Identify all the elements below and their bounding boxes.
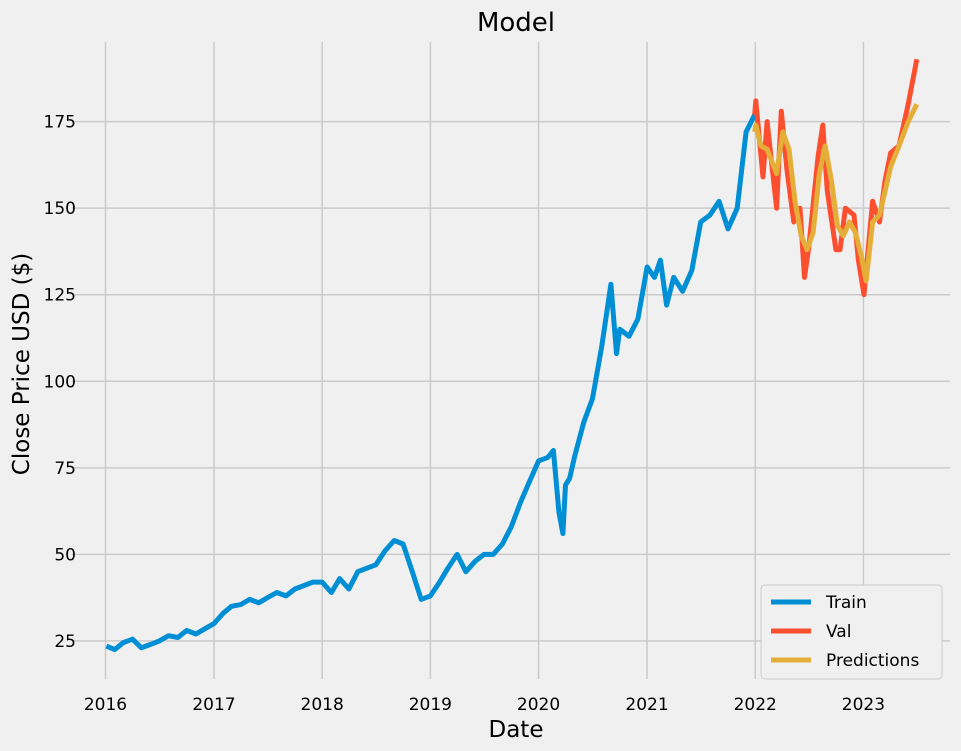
x-tick-label-2022: 2022 [734, 695, 777, 715]
y-tick-label-50: 50 [54, 545, 76, 565]
grid [72, 42, 950, 679]
series-line-train [105, 113, 757, 653]
legend-box [760, 584, 943, 680]
series-line-predictions [752, 103, 920, 284]
x-tick-label-2020: 2020 [517, 695, 560, 715]
x-tick-label-2016: 2016 [84, 695, 127, 715]
chart-title: Model [477, 8, 555, 38]
legend-label-train: Train [825, 593, 867, 613]
y-tick-label-100: 100 [44, 372, 76, 392]
x-tick-label-2023: 2023 [842, 695, 885, 715]
y-tick-labels: 25 50 75 100 125 150 175 [44, 113, 76, 652]
legend: Train Val Predictions [760, 584, 943, 680]
x-tick-label-2021: 2021 [625, 695, 668, 715]
x-tick-label-2019: 2019 [409, 695, 452, 715]
x-tick-label-2018: 2018 [301, 695, 344, 715]
x-tick-labels: 2016 2017 2018 2019 2020 2021 2022 2023 [84, 695, 885, 715]
legend-label-val: Val [826, 622, 851, 642]
x-axis-label: Date [489, 717, 544, 743]
y-tick-label-175: 175 [44, 113, 76, 133]
y-tick-label-75: 75 [54, 459, 76, 479]
x-tick-label-2017: 2017 [192, 695, 235, 715]
y-tick-label-125: 125 [44, 286, 76, 306]
series-layer [105, 58, 920, 653]
legend-label-predictions: Predictions [826, 651, 919, 671]
y-tick-label-150: 150 [44, 199, 76, 219]
y-tick-label-25: 25 [54, 632, 76, 652]
y-axis-label: Close Price USD ($) [9, 253, 35, 475]
